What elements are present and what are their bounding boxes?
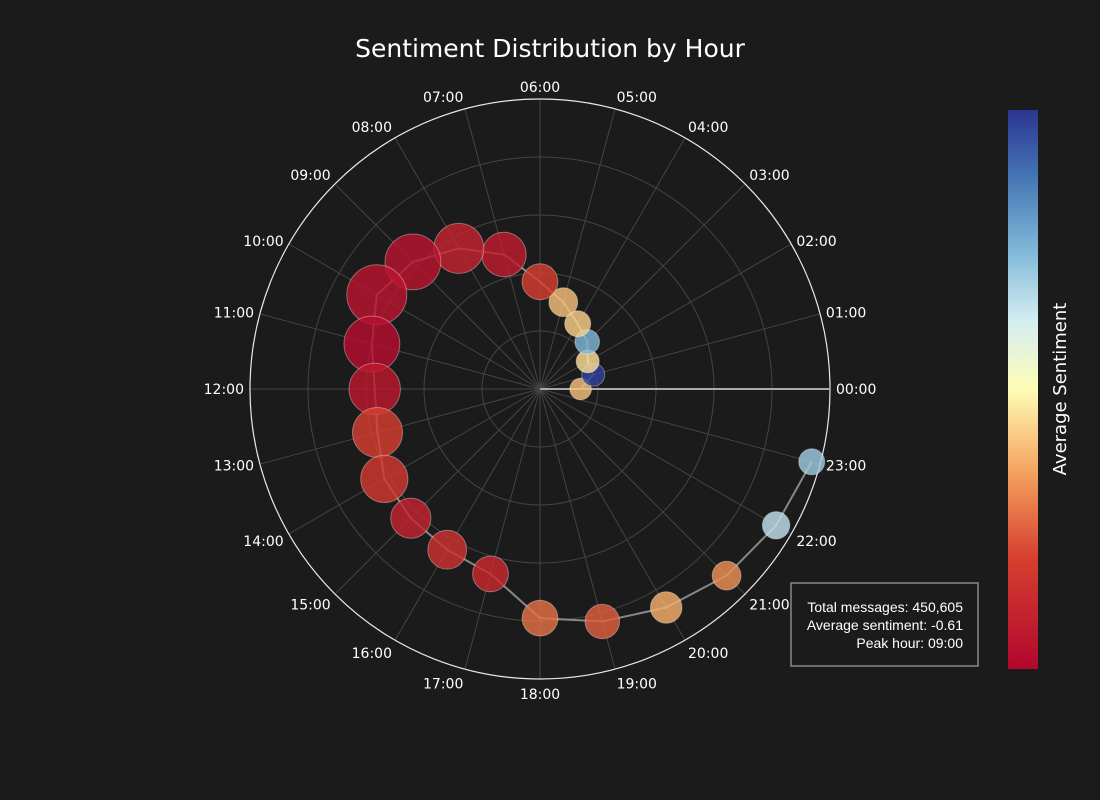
colorbar-gradient [1008,110,1038,669]
tick-label-0500: 05:00 [617,90,657,106]
angular-grid-line-21 [539,388,746,595]
angular-tick-labels: 00:00 01:00 02:00 03:00 04:00 05:00 06:00 07:00… [204,80,877,703]
tick-label-0400: 04:00 [688,120,728,136]
bubble-marker-0700 [481,231,527,278]
tick-label-1900: 19:00 [617,677,657,693]
angular-grid-line-22 [539,388,792,535]
angular-grid-line-10 [288,243,541,390]
annotation-average-sentiment: Average sentiment: -0.61 [807,617,963,633]
tick-label-1600: 16:00 [352,646,392,662]
annotation-total-messages: Total messages: 450,605 [807,599,963,615]
annotation-peak-hour: Peak hour: 09:00 [856,635,963,651]
colorbar: Average Sentiment [1008,110,1071,669]
bubble-marker-1500 [390,497,432,539]
tick-label-0700: 07:00 [423,90,463,106]
tick-label-1800: 18:00 [520,687,560,703]
angular-grid-line-5 [539,108,616,390]
angular-grid-line-14 [288,388,541,535]
bubble-marker-2200 [761,511,791,540]
angular-grid-line-17 [464,388,541,670]
bubble-marker-1900 [584,603,620,640]
bubble-marker-1200 [348,362,401,416]
tick-label-1100: 11:00 [214,305,254,321]
tick-label-1200: 12:00 [204,382,244,398]
tick-label-0600: 06:00 [520,80,560,96]
angular-grid-line-9 [334,183,541,390]
tick-label-2200: 22:00 [796,534,836,550]
bubble-marker-0500 [548,287,579,318]
tick-label-1000: 10:00 [243,234,283,250]
angular-grid-line-4 [539,137,686,390]
tick-label-1700: 17:00 [423,677,463,693]
annotation-box [790,582,979,667]
bubble-marker-0400 [564,310,592,338]
angular-grid-line-23 [539,388,821,465]
tick-label-1500: 15:00 [290,597,330,613]
colorbar-title: Average Sentiment [1050,303,1071,476]
bubble-marker-1400 [360,454,409,503]
tick-label-0900: 09:00 [290,168,330,184]
tick-label-2100: 21:00 [749,597,789,613]
bubble-marker-1300 [352,407,403,458]
bubble-marker-1700 [472,555,509,593]
tick-label-1400: 14:00 [243,534,283,550]
bubble-markers [343,222,826,640]
chart-title: Sentiment Distribution by Hour [355,34,746,63]
bubble-marker-0800 [433,222,485,274]
angular-grid-line-3 [539,183,746,390]
bubble-marker-2000 [649,591,683,624]
angular-grid-line-15 [334,388,541,595]
angular-grid-line-16 [394,388,541,641]
tick-label-0300: 03:00 [749,168,789,184]
bubble-marker-1000 [346,264,408,326]
bubble-marker-2300 [798,448,826,476]
tick-label-2000: 20:00 [688,646,728,662]
bubble-marker-2100 [711,560,742,591]
tick-label-0200: 02:00 [796,234,836,250]
stats-annotation: Total messages: 450,605 Average sentimen… [790,582,979,667]
bubble-marker-1800 [521,599,559,637]
tick-label-1300: 13:00 [214,459,254,475]
bubble-marker-1600 [427,529,468,570]
tick-label-2300: 23:00 [826,459,866,475]
angular-grid-line-11 [259,313,541,390]
tick-label-0100: 01:00 [826,305,866,321]
tick-label-0000: 00:00 [836,382,876,398]
bubble-marker-0600 [521,263,559,301]
tick-label-0800: 08:00 [352,120,392,136]
